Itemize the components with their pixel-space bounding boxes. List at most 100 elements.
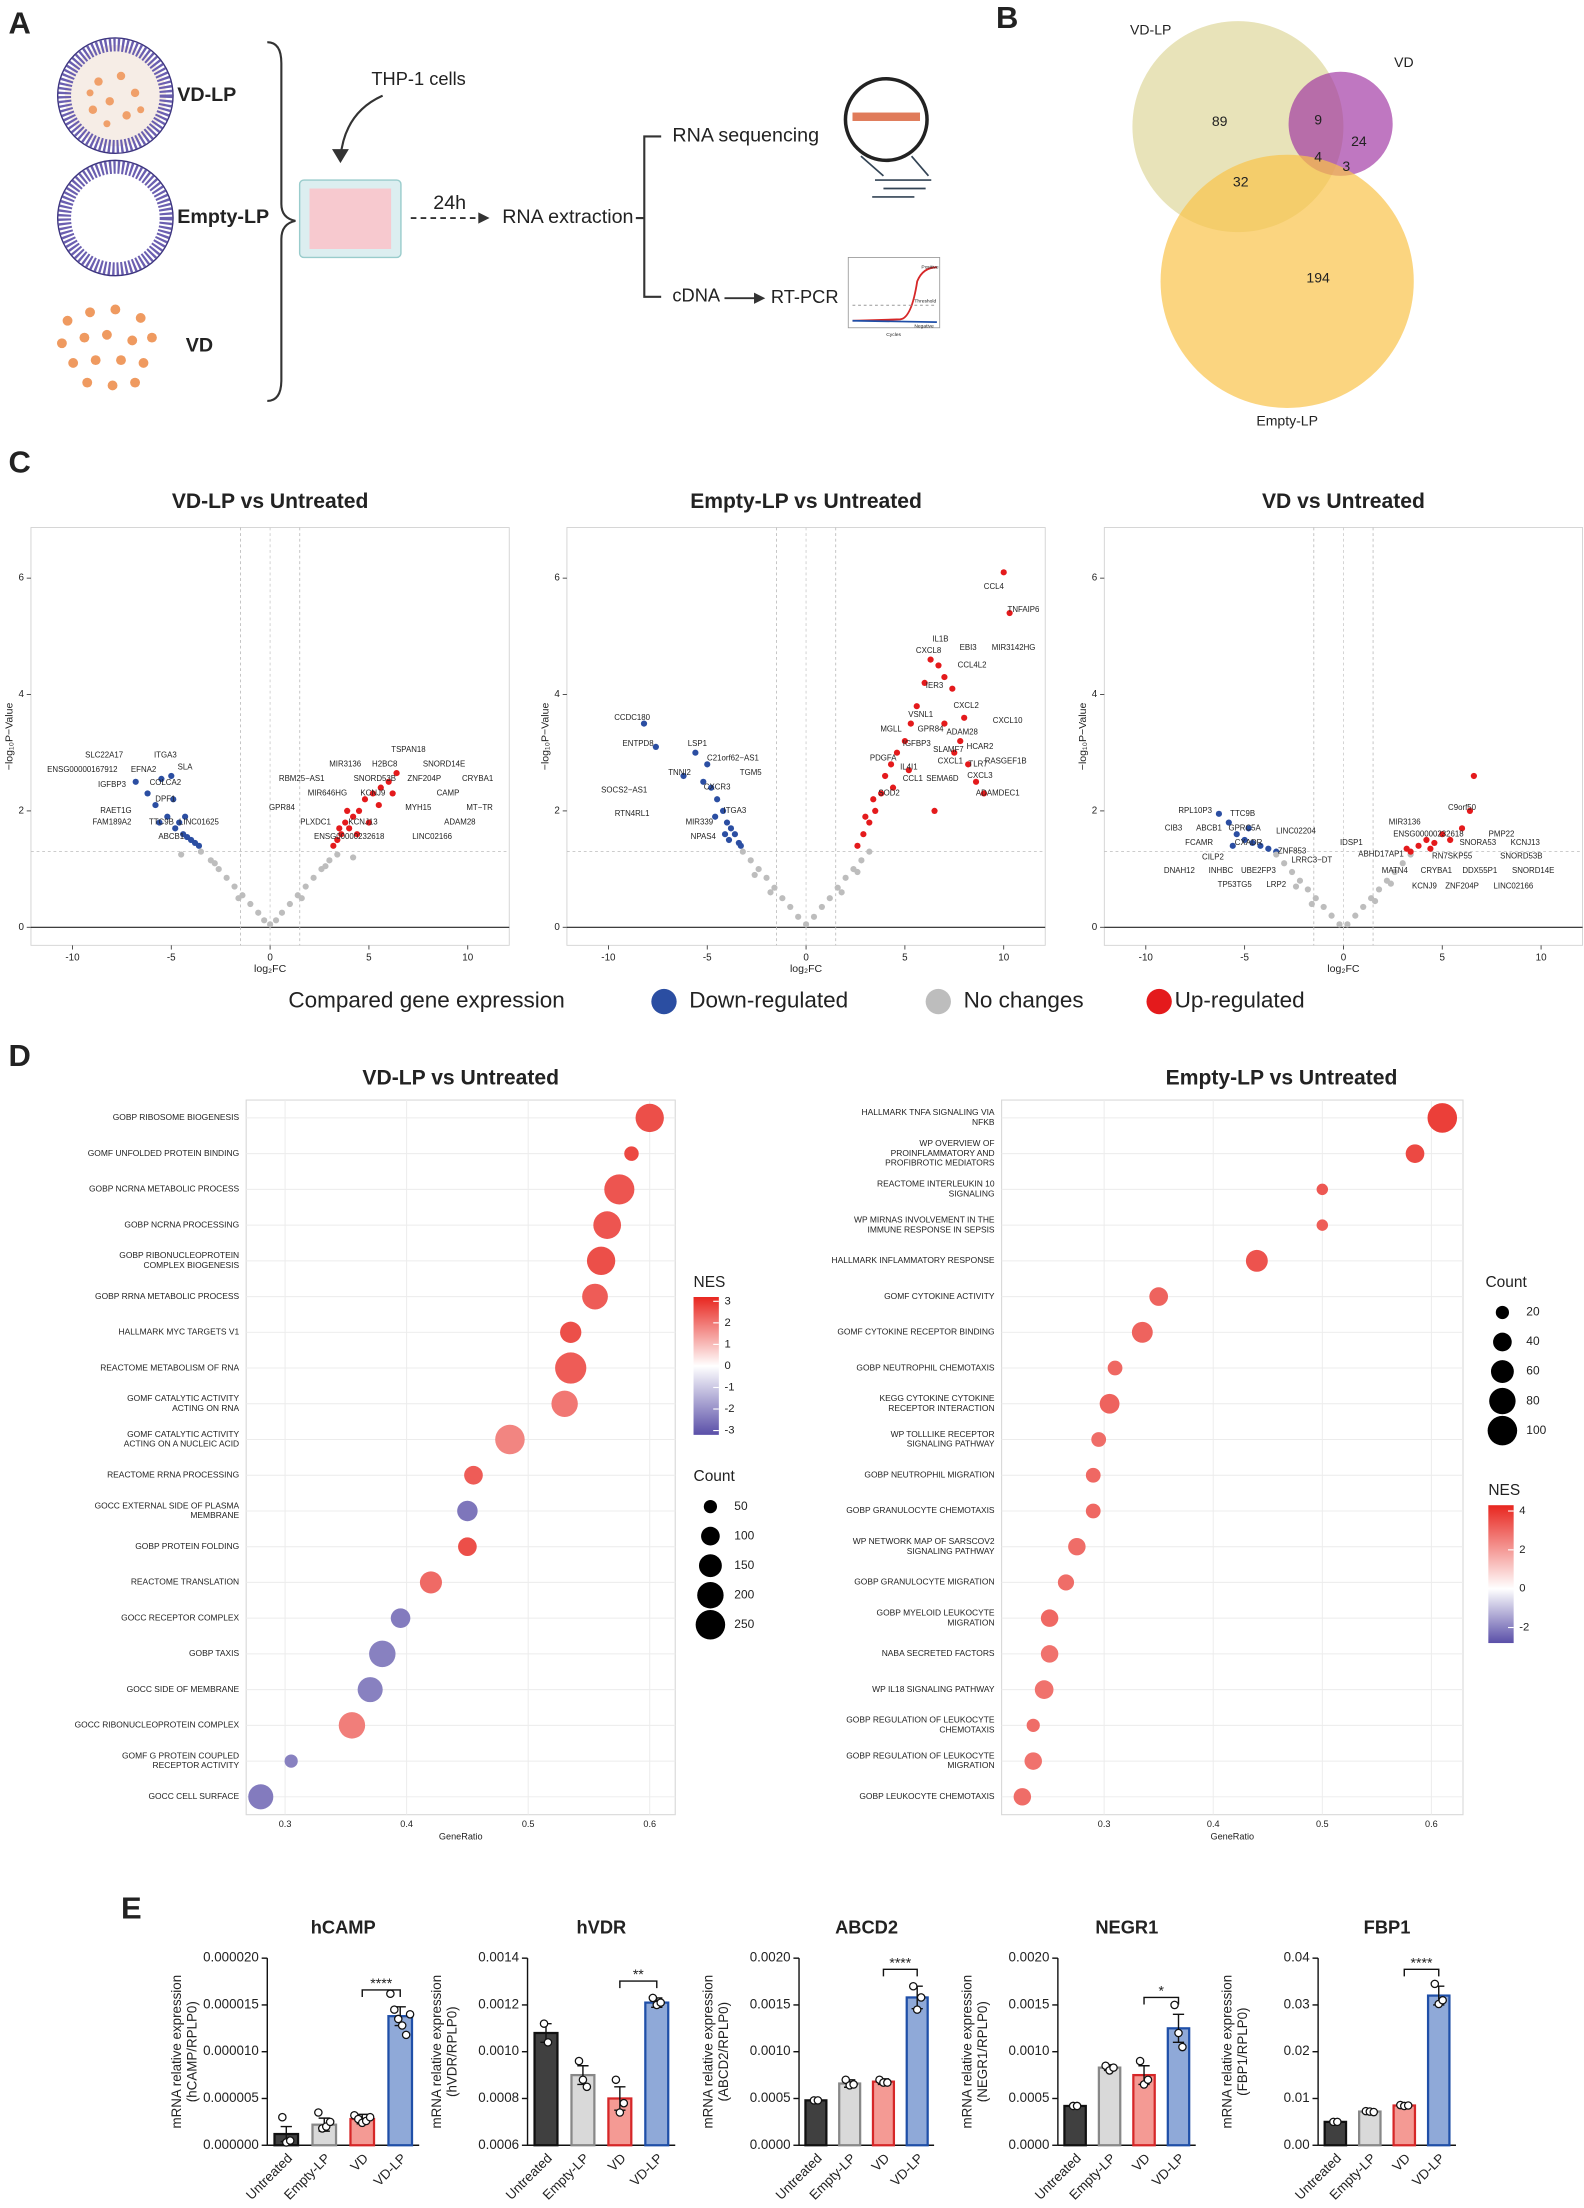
y-tick-label: WP IL18 SIGNALING PATHWAY [872, 1684, 995, 1694]
data-point [393, 2014, 403, 2024]
data-point [1178, 2042, 1187, 2052]
gene-point [1375, 886, 1383, 893]
size-legend-label: 250 [734, 1617, 754, 1631]
significance-label: * [1159, 1983, 1165, 1999]
data-point [1369, 2107, 1379, 2117]
y-tick-label: GOBP LEUKOCYTE CHEMOTAXIS [859, 1791, 995, 1801]
vd-free [56, 304, 157, 391]
colorbar-label: -3 [724, 1425, 734, 1437]
y-axis-label: mRNA relative expression [701, 1975, 716, 2129]
gene-point [680, 772, 687, 780]
gene-point [1265, 845, 1272, 852]
y-tick-label: GOBP RRNA METABOLIC PROCESS [95, 1291, 239, 1301]
significance-label: **** [370, 1975, 392, 1991]
gene-point [980, 790, 988, 797]
gene-point [739, 848, 746, 855]
gene-label: CRYBA1 [1421, 866, 1452, 875]
gene-point [652, 743, 659, 750]
gene-point [866, 848, 873, 855]
gene-point [353, 831, 361, 838]
y-tick-label: 0.000000 [203, 2137, 259, 2152]
dot [248, 1784, 274, 1810]
size-legend-dot [697, 1582, 724, 1609]
chart-title: NEGR1 [1095, 1916, 1158, 1937]
x-tick-label: -10 [65, 953, 80, 964]
gene-point [700, 778, 707, 785]
gene-point [1281, 860, 1288, 867]
gene-point [336, 825, 343, 832]
data-point [841, 2075, 851, 2085]
gene-point [344, 807, 351, 814]
x-tick-label: 5 [1440, 953, 1446, 964]
x-tick-label: 10 [1536, 953, 1547, 964]
y-tick-label: 6 [1092, 573, 1098, 584]
gene-label: ITGA3 [724, 806, 747, 815]
y-tick-label: IMMUNE RESPONSE IN SEPSIS [868, 1224, 995, 1234]
gene-label: IDSP1 [1340, 838, 1363, 847]
gene-label: KCNJ9 [360, 789, 385, 798]
gene-label: ABHD17AP1 [1358, 850, 1403, 859]
y-axis-label: mRNA relative expression [429, 1975, 444, 2129]
y-tick-label: 4 [18, 689, 24, 700]
gene-label: GPR84 [918, 725, 944, 734]
gene-point [795, 913, 802, 920]
gene-point [854, 842, 861, 849]
dot [1057, 1574, 1075, 1591]
significance-label: **** [1411, 1954, 1433, 1970]
gene-label: SNORD14E [423, 759, 465, 768]
gene-point [326, 857, 333, 864]
bar [1097, 2066, 1122, 2147]
gene-point [164, 813, 171, 820]
gene-point [1439, 831, 1446, 838]
gene-label: VSNL1 [908, 710, 933, 719]
gene-point [338, 831, 345, 838]
gene-point [826, 895, 833, 902]
gene-label: COLCA2 [150, 778, 181, 787]
data-point [582, 2082, 592, 2092]
colorbar-label: -2 [1519, 1621, 1529, 1633]
gene-label: MATN4 [1382, 866, 1409, 875]
x-tick-label: -5 [1240, 953, 1249, 964]
dot [555, 1352, 587, 1384]
bar [533, 2031, 559, 2147]
size-legend-dot [701, 1526, 720, 1546]
gene-label: LINC02166 [412, 832, 452, 841]
y-tick-label: HALLMARK TNFA SIGNALING VIA [862, 1107, 995, 1117]
y-tick-label: GOCC RIBONUCLEOPROTEIN COMPLEX [75, 1720, 240, 1730]
chart-title: Empty-LP vs Untreated [1166, 1067, 1398, 1090]
dot [464, 1465, 483, 1485]
arrow-head [478, 212, 490, 224]
gene-label: CCDC180 [614, 713, 650, 722]
y-tick-label: HALLMARK MYC TARGETS V1 [118, 1327, 239, 1337]
gene-label: GPRC5A [1228, 823, 1261, 832]
gene-label: DDX55P1 [1462, 866, 1497, 875]
dot [369, 1640, 396, 1668]
x-tick-label: 10 [462, 953, 473, 964]
gene-point [1336, 921, 1343, 928]
y-tick-label: PROINFLAMMATORY AND [891, 1148, 995, 1158]
step-label: RNA extraction [502, 206, 633, 228]
y-tick-label: 0.0014 [478, 1950, 519, 1965]
y-tick-label: 0.0020 [1009, 1950, 1050, 1965]
venn-count: 24 [1351, 133, 1367, 149]
arrow-head [332, 149, 349, 164]
gene-label: C9orf50 [1448, 803, 1477, 812]
y-tick-label: 0 [1092, 922, 1098, 933]
legend-swatch [651, 988, 677, 1015]
data-point [1438, 1995, 1447, 2005]
y-tick-label: GOMF CATALYTIC ACTIVITY [127, 1429, 239, 1439]
venn-count: 194 [1306, 269, 1330, 285]
gene-point [723, 819, 731, 826]
gene-point [1415, 842, 1422, 849]
gene-label: LSP1 [688, 739, 707, 748]
dot [604, 1174, 635, 1205]
data-point [849, 2080, 858, 2089]
gene-point [907, 720, 914, 727]
gene-point [965, 761, 972, 768]
gene-point [355, 807, 363, 814]
gene-point [310, 874, 317, 881]
gene-point [941, 720, 948, 727]
colorbar-label: -2 [724, 1403, 734, 1415]
